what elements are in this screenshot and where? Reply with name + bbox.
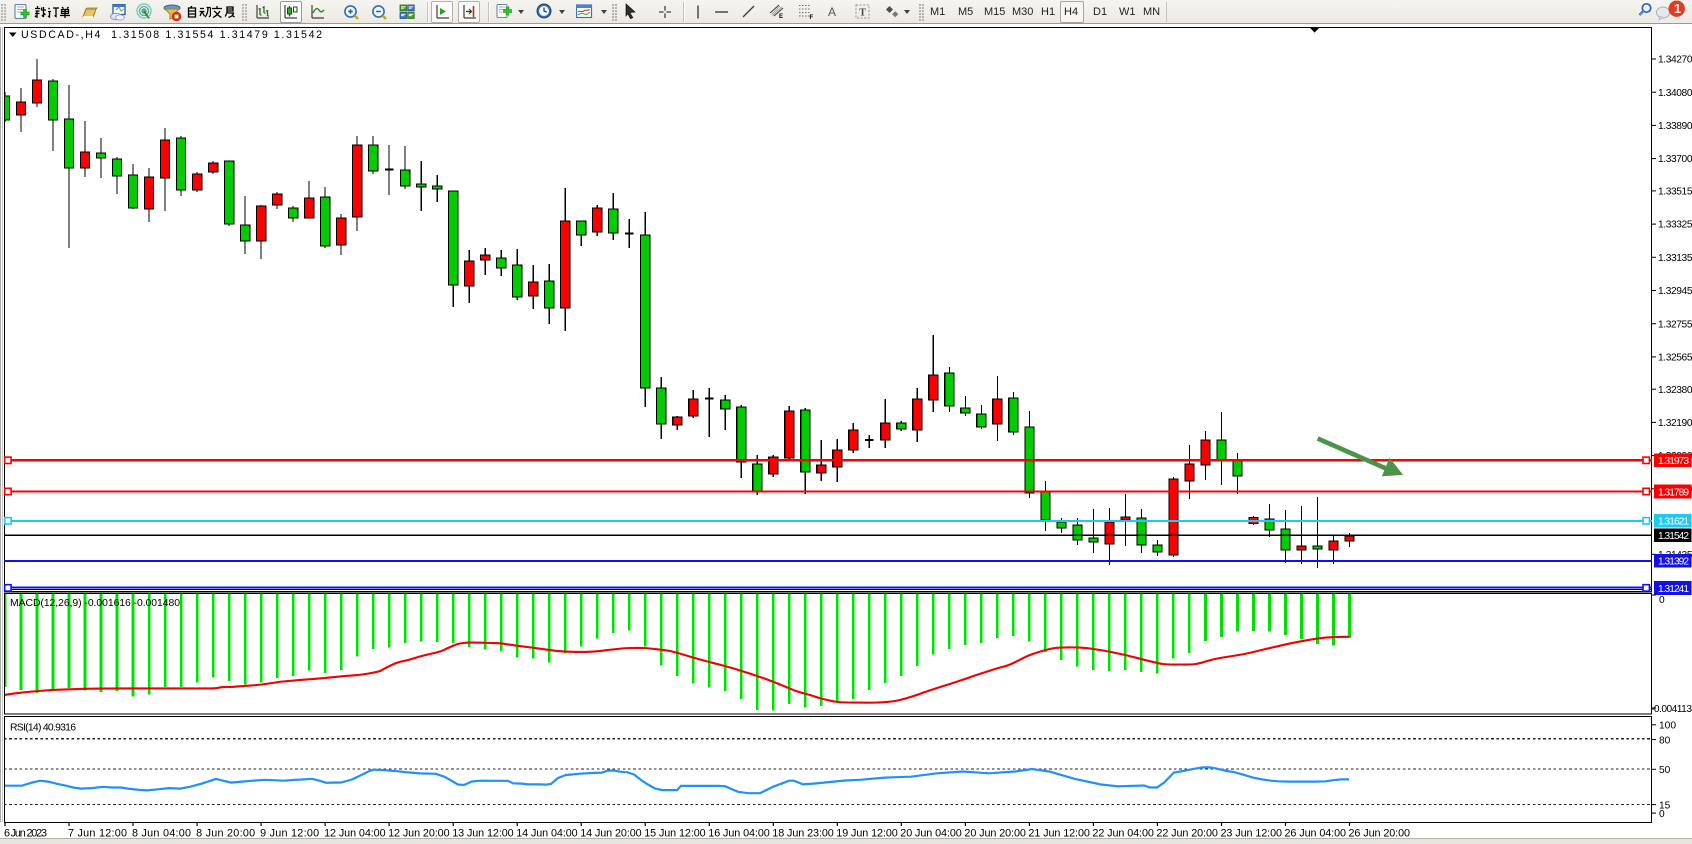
svg-text:26 Jun 20:00: 26 Jun 20:00 xyxy=(1349,827,1411,839)
svg-text:15: 15 xyxy=(1659,800,1671,811)
svg-text:6 Jun 2023: 6 Jun 2023 xyxy=(4,827,47,839)
svg-text:50: 50 xyxy=(1659,765,1671,776)
svg-text:14 Jun 04:00: 14 Jun 04:00 xyxy=(516,827,578,839)
svg-text:1.31542: 1.31542 xyxy=(1658,531,1689,542)
svg-text:1.32190: 1.32190 xyxy=(1658,418,1692,429)
svg-text:23 Jun 12:00: 23 Jun 12:00 xyxy=(1221,827,1283,839)
svg-text:MACD(12,26,9) -0.001616 -0.001: MACD(12,26,9) -0.001616 -0.001480 xyxy=(10,598,180,609)
svg-text:20 Jun 20:00: 20 Jun 20:00 xyxy=(964,827,1026,839)
svg-text:1.31621: 1.31621 xyxy=(1658,517,1689,528)
svg-text:1.33135: 1.33135 xyxy=(1658,253,1692,264)
svg-text:1.33325: 1.33325 xyxy=(1658,220,1692,231)
svg-text:1.32945: 1.32945 xyxy=(1658,286,1692,297)
svg-text:1.33700: 1.33700 xyxy=(1658,154,1692,165)
svg-text:18 Jun 23:00: 18 Jun 23:00 xyxy=(772,827,834,839)
svg-text:1.31973: 1.31973 xyxy=(1658,456,1689,467)
svg-text:T: T xyxy=(859,8,866,19)
svg-text:100: 100 xyxy=(1659,721,1676,732)
svg-text:1.32565: 1.32565 xyxy=(1658,353,1692,364)
svg-text:1.34270: 1.34270 xyxy=(1658,55,1692,66)
svg-text:20 Jun 04:00: 20 Jun 04:00 xyxy=(900,827,962,839)
svg-text:22 Jun 04:00: 22 Jun 04:00 xyxy=(1092,827,1154,839)
svg-text:1: 1 xyxy=(1674,2,1681,16)
svg-text:1.31241: 1.31241 xyxy=(1658,584,1689,595)
svg-text:1.32755: 1.32755 xyxy=(1658,319,1692,330)
svg-text:-0.004113: -0.004113 xyxy=(1651,704,1692,715)
svg-text:12 Jun 20:00: 12 Jun 20:00 xyxy=(388,827,450,839)
svg-text:RSI(14) 40.9316: RSI(14) 40.9316 xyxy=(10,723,76,734)
svg-text:15 Jun 12:00: 15 Jun 12:00 xyxy=(644,827,706,839)
svg-text:1.33515: 1.33515 xyxy=(1658,187,1692,198)
svg-text:1.32380: 1.32380 xyxy=(1658,385,1692,396)
svg-text:F: F xyxy=(810,15,814,20)
svg-text:26 Jun 04:00: 26 Jun 04:00 xyxy=(1285,827,1347,839)
svg-text:1.34080: 1.34080 xyxy=(1658,88,1692,99)
svg-text:1.33890: 1.33890 xyxy=(1658,121,1692,132)
svg-text:19 Jun 12:00: 19 Jun 12:00 xyxy=(836,827,898,839)
svg-text:12 Jun 04:00: 12 Jun 04:00 xyxy=(324,827,386,839)
svg-text:9 Jun 12:00: 9 Jun 12:00 xyxy=(260,827,319,839)
svg-text:22 Jun 20:00: 22 Jun 20:00 xyxy=(1156,827,1218,839)
svg-text:1.31789: 1.31789 xyxy=(1658,487,1689,498)
svg-text:8 Jun 20:00: 8 Jun 20:00 xyxy=(196,827,255,839)
svg-text:80: 80 xyxy=(1659,735,1671,746)
svg-text:7 Jun 12:00: 7 Jun 12:00 xyxy=(68,827,127,839)
svg-text:0: 0 xyxy=(1659,595,1665,606)
svg-text:13 Jun 12:00: 13 Jun 12:00 xyxy=(452,827,514,839)
svg-text:8 Jun 04:00: 8 Jun 04:00 xyxy=(132,827,191,839)
svg-text:0: 0 xyxy=(1659,809,1665,820)
svg-text:1.31392: 1.31392 xyxy=(1658,557,1689,568)
svg-text:21 Jun 12:00: 21 Jun 12:00 xyxy=(1028,827,1090,839)
svg-text:16 Jun 04:00: 16 Jun 04:00 xyxy=(708,827,770,839)
svg-text:USDCAD-,H4 1.31508 1.31554 1.: USDCAD-,H4 1.31508 1.31554 1.31479 1.315… xyxy=(21,29,322,41)
svg-text:14 Jun 20:00: 14 Jun 20:00 xyxy=(580,827,642,839)
svg-text:E: E xyxy=(779,14,783,20)
